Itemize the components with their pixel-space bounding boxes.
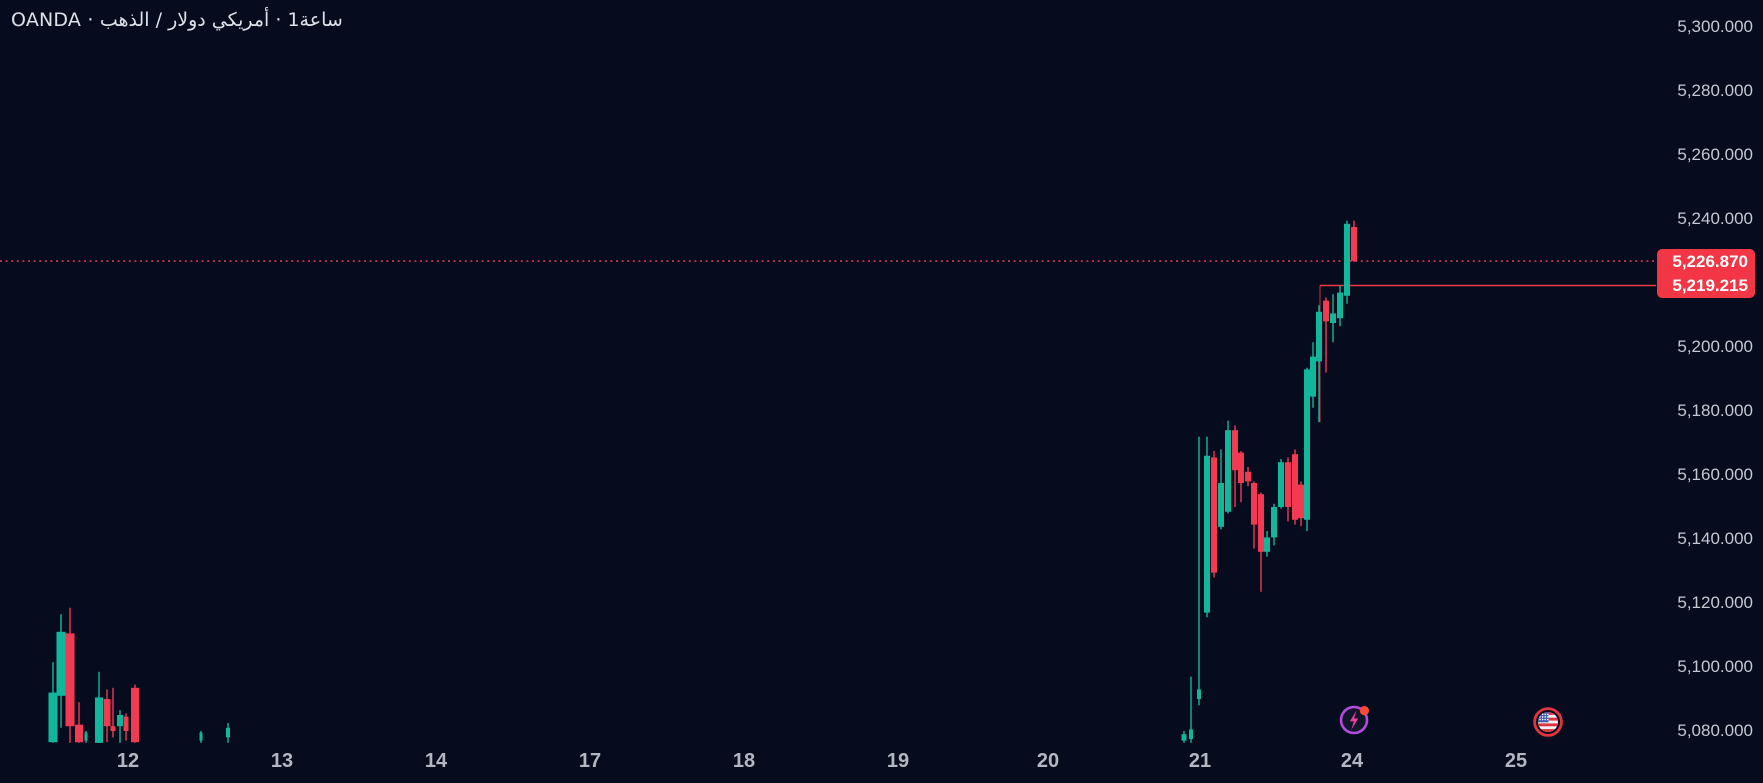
price-tick-label: 5,300.000: [1677, 17, 1753, 36]
time-tick-label: 12: [116, 750, 140, 772]
time-tick-label: 20: [1036, 750, 1060, 772]
us-flag-glyph: [1538, 712, 1558, 732]
price-axis[interactable]: 5,300.000 5,280.000 5,260.000 5,240.000 5,20…: [1656, 0, 1763, 742]
price-tick-label: 5,260.000: [1677, 145, 1753, 164]
price-tick-label: 5,120.000: [1677, 593, 1753, 612]
alert-price-label: 5,219.215: [1672, 276, 1748, 295]
price-chart-plot[interactable]: [0, 0, 1656, 783]
price-tick-label: 5,280.000: [1677, 81, 1753, 100]
notification-dot: [1359, 706, 1369, 716]
price-tick-label: 5,080.000: [1677, 721, 1753, 740]
time-tick-label: 13: [270, 750, 294, 772]
price-tick-label: 5,240.000: [1677, 209, 1753, 228]
price-tick-label: 5,200.000: [1677, 337, 1753, 356]
time-tick-label: 21: [1188, 750, 1212, 772]
time-tick-label: 17: [578, 750, 602, 772]
time-axis[interactable]: 12 13 14 17 18 19 20 21 24 25: [0, 742, 1763, 783]
time-tick-label: 25: [1504, 750, 1528, 772]
price-tick-label: 5,160.000: [1677, 465, 1753, 484]
time-tick-label: 18: [732, 750, 756, 772]
price-tick-label: 5,180.000: [1677, 401, 1753, 420]
us-economic-event-flag-icon[interactable]: [1532, 706, 1564, 738]
flag-icon-ring: [1533, 707, 1563, 737]
time-tick-label: 14: [424, 750, 448, 772]
current-price-badge[interactable]: 5,226.870: [1657, 248, 1755, 274]
time-tick-label: 24: [1340, 750, 1364, 772]
price-tick-label: 5,100.000: [1677, 657, 1753, 676]
alert-price-badge[interactable]: 5,219.215: [1657, 273, 1755, 298]
current-price-label: 5,226.870: [1672, 251, 1748, 271]
symbol-title[interactable]: OANDA · الذهب‎ / دولار‎ أمريكي‎ · 1ساعة‎: [11, 9, 343, 31]
lightning-bolt-glyph: [1349, 710, 1359, 730]
time-tick-label: 19: [886, 750, 910, 772]
price-tick-label: 5,140.000: [1677, 529, 1753, 548]
economic-event-lightning-icon[interactable]: [1338, 704, 1370, 736]
